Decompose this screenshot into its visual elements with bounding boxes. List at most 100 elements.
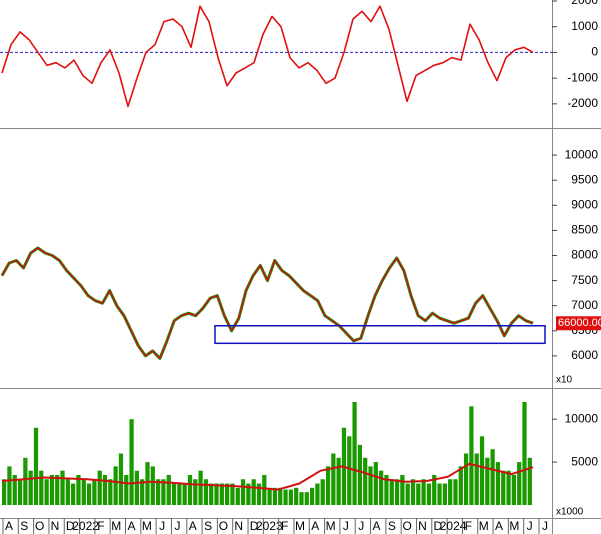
volume-bar: [246, 483, 251, 505]
volume-bar: [92, 479, 97, 505]
volume-bar: [23, 457, 28, 505]
price-line: [1, 247, 534, 360]
y-tick-label: 7000: [571, 298, 598, 312]
volume-bar: [448, 479, 453, 505]
volume-bar: [219, 483, 224, 505]
y-tick-label: 6000: [571, 348, 598, 362]
volume-bar: [357, 444, 363, 505]
volume-bar: [294, 487, 299, 505]
volume-bar: [166, 474, 171, 505]
x-tick-label: M: [479, 519, 489, 533]
x-tick-label: S: [204, 519, 212, 533]
volume-bar: [331, 453, 336, 505]
y-tick-label: 9500: [571, 172, 598, 186]
x-tick-label: M: [111, 519, 121, 533]
last-price-box: [556, 316, 601, 331]
volume-bar: [12, 474, 17, 505]
volume-bar: [389, 479, 394, 505]
x-tick-label: S: [20, 519, 28, 533]
volume-bar: [421, 479, 426, 505]
volume-bar: [299, 492, 304, 505]
volume-bar: [203, 479, 209, 505]
volume-bar: [124, 474, 129, 505]
x-tick-label: N: [234, 519, 243, 533]
y-tick-label: 5000: [571, 454, 598, 468]
volume-bar: [453, 479, 458, 505]
last-price-label: 66000.00: [558, 317, 601, 329]
x-tick-label: D: [66, 519, 75, 533]
x-tick-label: A: [311, 519, 319, 533]
volume-bar: [81, 479, 86, 505]
volume-bar: [113, 466, 118, 505]
volume-bar: [416, 483, 421, 505]
x-tick-label: M: [326, 519, 336, 533]
volume-bar: [336, 457, 341, 505]
volume-bar: [458, 466, 463, 505]
x-tick-label: F: [281, 519, 288, 533]
x-tick-label: F: [465, 519, 472, 533]
volume-bar: [442, 483, 447, 505]
volume-bar: [373, 462, 378, 505]
x-tick-label: J: [174, 519, 180, 533]
volume-bar: [230, 483, 235, 505]
volume-bar: [501, 470, 506, 505]
volume-bar: [522, 402, 527, 505]
volume-bar: [304, 492, 309, 505]
volume-bar: [352, 402, 357, 505]
x-tick-label: S: [388, 519, 396, 533]
y-tick-label: 8500: [571, 223, 598, 237]
volume-bar: [55, 474, 60, 505]
volume-bar: [288, 489, 293, 505]
volume-bar: [469, 406, 474, 505]
volume-bar: [49, 474, 55, 505]
x-tick-label: A: [373, 519, 381, 533]
x-tick-label: D: [250, 519, 259, 533]
volume-bar: [325, 466, 331, 505]
volume-bar: [437, 483, 442, 505]
volume-bar: [485, 457, 490, 505]
y-tick-label: -1000: [567, 70, 598, 84]
volume-bar: [309, 487, 315, 505]
volume-bar: [60, 470, 65, 505]
x-tick-label: M: [509, 519, 519, 533]
volume-bar: [2, 479, 7, 505]
volume-bar: [17, 479, 23, 505]
volume-bar: [209, 483, 214, 505]
volume-bar: [347, 436, 352, 505]
x-tick-label: F: [97, 519, 104, 533]
volume-bar: [108, 479, 113, 505]
x-tick-label: 2023: [256, 519, 283, 533]
volume-bar: [363, 457, 368, 505]
volume-bar: [177, 483, 182, 505]
volume-bar: [527, 457, 532, 505]
y-tick-label: 2000: [571, 0, 598, 7]
volume-bar: [410, 479, 416, 505]
x-tick-label: 2024: [440, 519, 467, 533]
x-tick-label: O: [35, 519, 44, 533]
volume-bar: [214, 483, 219, 505]
volume-bar: [129, 419, 134, 505]
y-tick-label: 7500: [571, 273, 598, 287]
volume-bar: [495, 462, 501, 505]
volume-bar: [44, 479, 49, 505]
support-box: [214, 325, 546, 345]
volume-bar: [193, 479, 198, 505]
volume-bar: [155, 479, 161, 505]
x-tick-label: O: [402, 519, 411, 533]
volume-bar: [150, 466, 155, 505]
x-tick-label: J: [358, 519, 364, 533]
volume-bar: [511, 474, 517, 505]
volume-bar: [182, 483, 187, 505]
volume-bar: [272, 487, 278, 505]
volume-bar: [479, 436, 485, 505]
volume-bar: [379, 470, 384, 505]
volume-bar: [86, 483, 92, 505]
x-tick-label: 2022: [72, 519, 99, 533]
volume-bar: [7, 466, 12, 505]
x-tick-label: J: [343, 519, 349, 533]
volume-bar: [102, 474, 108, 505]
scale-label: x10: [556, 375, 573, 386]
y-tick-label: -2000: [567, 96, 598, 110]
volume-bar: [71, 483, 76, 505]
